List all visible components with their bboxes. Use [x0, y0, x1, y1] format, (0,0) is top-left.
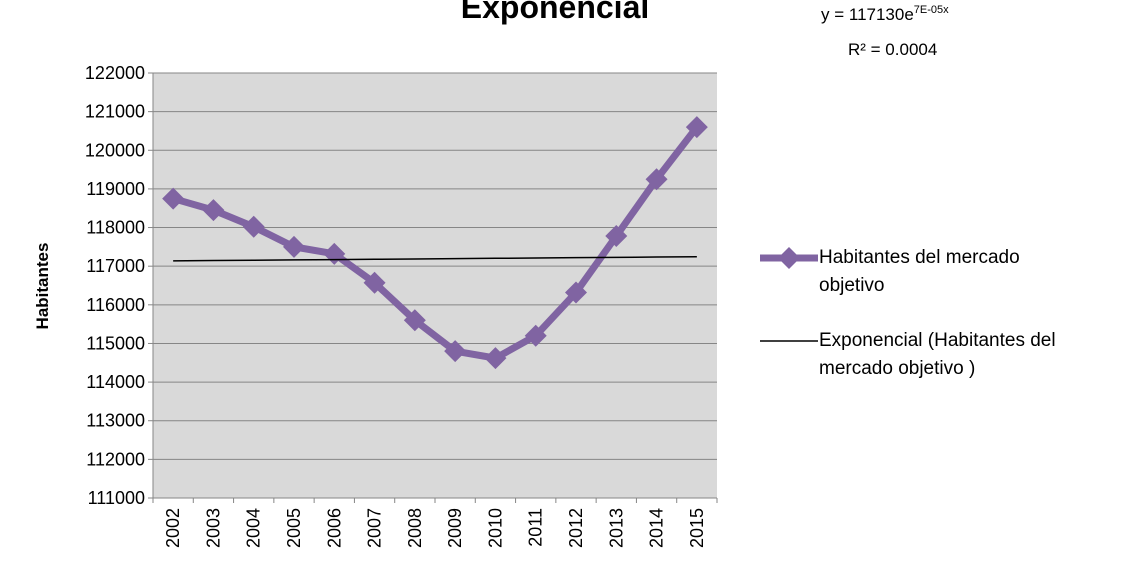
x-tick-label: 2002	[163, 508, 183, 548]
y-tick-label: 120000	[85, 140, 145, 160]
y-tick-label: 119000	[86, 179, 145, 199]
r-squared: R² = 0.0004	[848, 40, 937, 59]
data-point	[363, 271, 386, 294]
data-point	[645, 168, 668, 191]
trend-line	[173, 255, 697, 262]
x-tick-label: 2011	[526, 508, 546, 547]
equation-exponent: 7E-05x	[914, 4, 949, 16]
equation-base: y = 117130e	[821, 5, 914, 24]
x-tick-label: 2008	[405, 508, 425, 548]
x-tick-label: 2003	[203, 508, 223, 548]
y-tick-label: 112000	[86, 449, 145, 469]
data-point	[283, 235, 305, 258]
data-point	[242, 215, 265, 238]
y-tick-label: 114000	[86, 372, 145, 392]
x-tick-label: 2005	[284, 508, 304, 548]
y-tick-label: 117000	[86, 256, 145, 276]
x-tick-label: 2014	[647, 508, 667, 548]
chart-title: Exponencial	[461, 0, 650, 25]
data-point	[403, 309, 426, 332]
equation: y = 117130e7E-05x	[821, 4, 949, 24]
x-tick-label: 2009	[445, 508, 465, 548]
x-tick-label: 2007	[365, 508, 385, 548]
legend-label: Habitantes del mercado objetivo	[819, 247, 1020, 296]
y-axis-label: Habitantes	[33, 243, 52, 330]
data-point	[444, 340, 467, 363]
legend-label: Exponencial (Habitantes del mercado obje…	[819, 330, 1056, 379]
data-point	[524, 324, 547, 347]
legend-marker	[778, 247, 800, 269]
data-point	[162, 187, 185, 210]
plot-area	[153, 73, 717, 498]
y-tick-label: 113000	[86, 411, 145, 431]
data-point	[685, 116, 708, 139]
y-tick-label: 118000	[86, 218, 145, 238]
x-tick-label: 2012	[566, 508, 586, 548]
data-point	[565, 281, 587, 304]
y-tick-label: 115000	[86, 333, 145, 353]
y-tick-label: 122000	[85, 63, 145, 83]
x-tick-label: 2006	[324, 508, 344, 548]
y-tick-label: 116000	[86, 295, 145, 315]
data-point	[605, 225, 628, 248]
x-tick-label: 2013	[606, 508, 626, 548]
y-tick-label: 121000	[85, 102, 145, 122]
x-tick-label: 2010	[485, 508, 505, 548]
data-point	[202, 199, 225, 222]
x-tick-label: 2004	[244, 508, 264, 548]
x-tick-label: 2015	[687, 508, 707, 548]
y-tick-label: 111000	[88, 488, 145, 508]
data-point	[484, 347, 507, 370]
